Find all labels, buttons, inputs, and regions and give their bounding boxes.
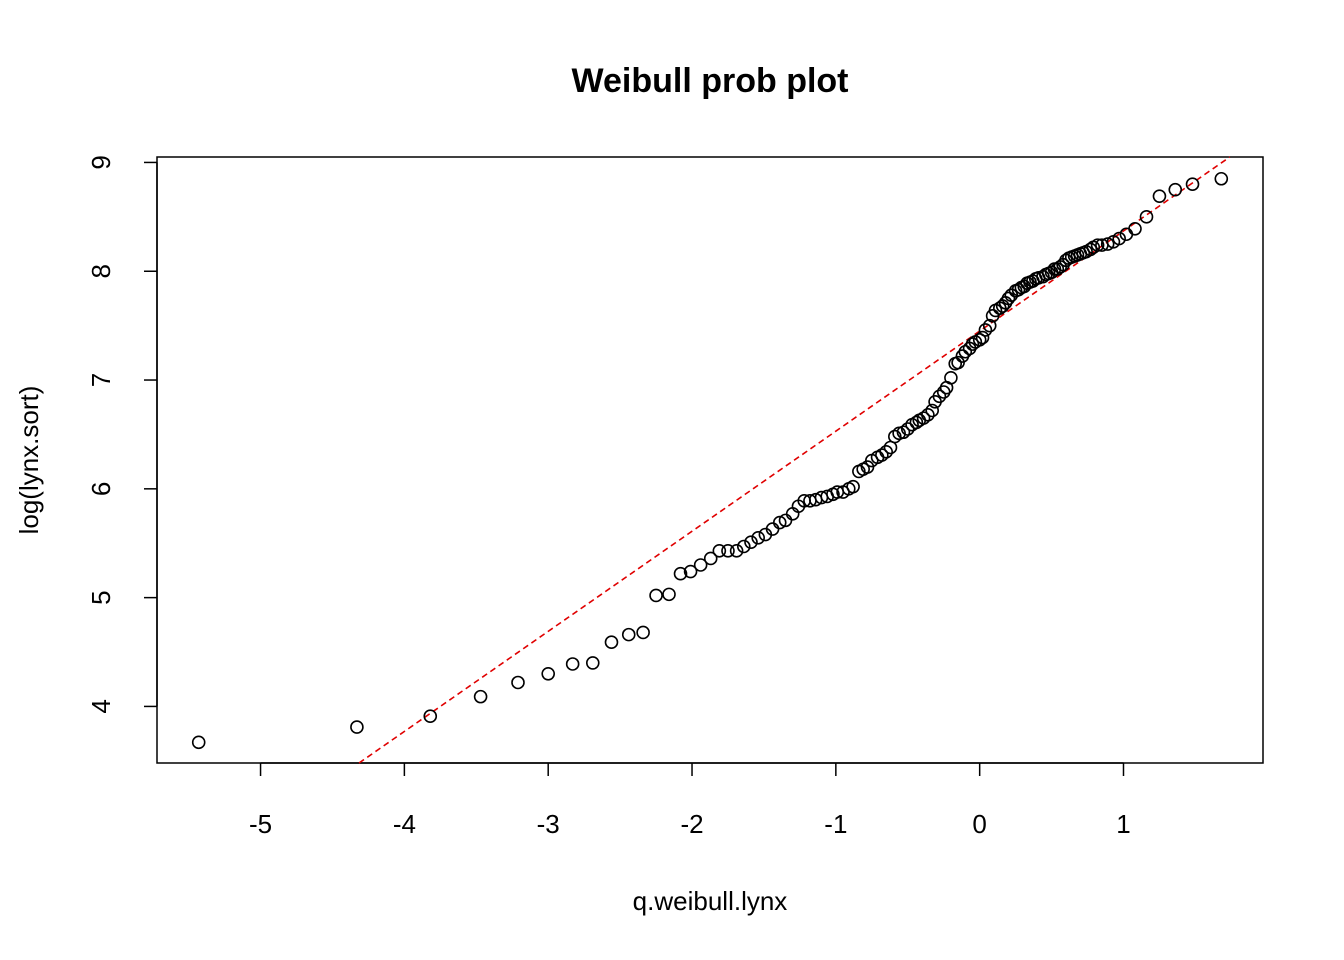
data-point bbox=[1128, 222, 1142, 236]
data-point bbox=[916, 411, 931, 425]
data-point bbox=[350, 720, 364, 734]
data-point bbox=[1083, 242, 1098, 257]
data-point bbox=[541, 666, 555, 681]
data-point bbox=[673, 566, 688, 581]
y-axis: 4 5 6 7 8 9 bbox=[86, 155, 158, 714]
data-point bbox=[511, 675, 525, 690]
data-point bbox=[721, 544, 735, 558]
y-tick-label: 7 bbox=[86, 373, 116, 387]
data-point bbox=[1090, 238, 1105, 252]
data-point bbox=[972, 332, 987, 347]
data-point bbox=[1112, 231, 1126, 246]
data-point bbox=[1100, 237, 1115, 251]
data-point bbox=[1001, 291, 1016, 306]
chart-title: Weibull prob plot bbox=[572, 62, 849, 100]
data-point bbox=[712, 544, 727, 558]
data-point bbox=[1139, 210, 1154, 224]
points-layer bbox=[191, 171, 1229, 750]
data-point bbox=[879, 445, 893, 459]
data-point bbox=[423, 709, 438, 724]
x-tick-label: -1 bbox=[824, 809, 847, 839]
y-axis-label: log(lynx.sort) bbox=[14, 386, 44, 535]
data-point bbox=[683, 564, 698, 579]
data-point bbox=[875, 448, 889, 462]
data-point bbox=[565, 657, 580, 671]
data-point bbox=[585, 656, 600, 670]
data-point bbox=[846, 479, 860, 494]
data-point bbox=[965, 337, 980, 351]
data-point bbox=[703, 551, 718, 566]
x-axis: -5 -4 -3 -2 -1 0 1 bbox=[249, 762, 1131, 839]
x-tick-label: -3 bbox=[537, 809, 560, 839]
data-point bbox=[744, 535, 758, 549]
data-point bbox=[982, 318, 997, 333]
x-tick-label: -4 bbox=[393, 809, 416, 839]
data-point bbox=[729, 544, 744, 558]
y-tick-label: 4 bbox=[86, 699, 116, 713]
y-tick-label: 8 bbox=[86, 264, 116, 278]
data-point bbox=[636, 625, 650, 640]
data-point bbox=[909, 415, 924, 430]
data-point bbox=[662, 587, 676, 602]
data-point bbox=[1152, 189, 1167, 203]
data-point bbox=[888, 429, 902, 444]
data-point bbox=[473, 689, 488, 704]
y-tick-label: 9 bbox=[86, 155, 116, 169]
data-point bbox=[772, 515, 787, 530]
data-point bbox=[693, 558, 708, 572]
data-point bbox=[932, 389, 947, 404]
data-point bbox=[900, 422, 915, 436]
data-point bbox=[944, 371, 958, 385]
x-tick-label: 1 bbox=[1116, 809, 1130, 839]
data-point bbox=[191, 735, 206, 750]
data-point bbox=[921, 408, 935, 422]
x-tick-label: -5 bbox=[249, 809, 272, 839]
y-tick-label: 6 bbox=[86, 482, 116, 496]
data-point bbox=[751, 530, 765, 545]
data-point bbox=[649, 588, 663, 603]
data-point bbox=[621, 627, 636, 642]
x-tick-label: 0 bbox=[972, 809, 986, 839]
x-tick-label: -2 bbox=[680, 809, 703, 839]
data-point bbox=[736, 539, 751, 554]
data-point bbox=[604, 635, 619, 650]
data-point bbox=[1168, 182, 1183, 197]
data-point bbox=[1185, 177, 1200, 191]
data-point bbox=[1214, 171, 1229, 186]
data-point bbox=[896, 425, 911, 440]
data-point bbox=[925, 403, 940, 418]
data-point bbox=[975, 330, 990, 345]
y-tick-label: 5 bbox=[86, 590, 116, 604]
data-point bbox=[978, 323, 993, 337]
x-axis-label: q.weibull.lynx bbox=[633, 886, 788, 916]
data-point bbox=[958, 344, 973, 359]
